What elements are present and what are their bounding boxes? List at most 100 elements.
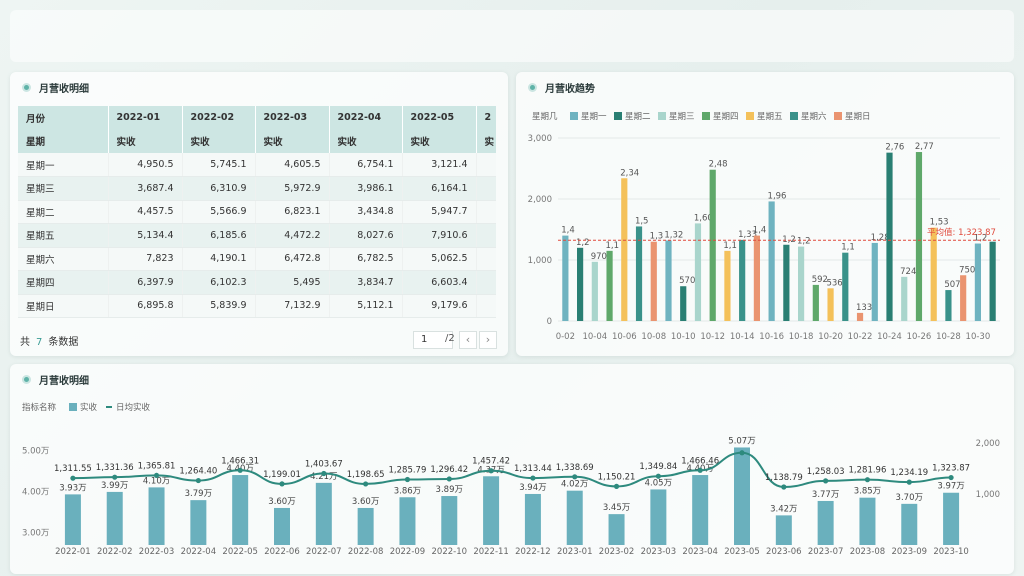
legend-item: 日均实收 bbox=[116, 402, 151, 413]
bar-value-label: 1,28 bbox=[871, 233, 890, 243]
table-row[interactable]: 星期二 4,457.5 5,566.9 6,823.1 3,434.8 5,947.7 bbox=[18, 200, 496, 224]
y-left-tick-label: 3.00万 bbox=[22, 529, 49, 539]
bar-value-label: 1,33 bbox=[738, 230, 757, 240]
legend-title: 星期几 bbox=[532, 112, 558, 122]
bar-value-label: 724 bbox=[900, 267, 916, 277]
column-header-metric[interactable]: 实 bbox=[476, 129, 496, 153]
next-page-button[interactable]: › bbox=[479, 331, 497, 349]
table-row[interactable]: 星期四 6,397.9 6,102.3 5,495 3,834.7 6,603.4 bbox=[18, 270, 496, 295]
line-point bbox=[906, 479, 912, 485]
column-header-month[interactable]: 2022-05 bbox=[402, 106, 477, 130]
bar-value-label: 1,3 bbox=[650, 232, 664, 242]
table-row[interactable]: 星期三 3,687.4 6,310.9 5,972.9 3,986.1 6,164.1 bbox=[18, 176, 496, 201]
y-right-tick-label: 2,000 bbox=[976, 439, 1000, 449]
line-value-label: 1,338.69 bbox=[556, 463, 594, 473]
column-header-metric[interactable]: 星期 bbox=[18, 129, 109, 153]
y-left-tick-label: 5.00万 bbox=[22, 446, 49, 456]
line-point bbox=[112, 474, 118, 480]
line-point bbox=[70, 475, 76, 481]
value-cell: 6,102.3 bbox=[182, 270, 256, 295]
y-tick-label: 1,000 bbox=[528, 256, 552, 266]
bar bbox=[274, 507, 290, 545]
daily-avg-line bbox=[72, 451, 952, 488]
value-cell bbox=[476, 223, 496, 248]
line-value-label: 1,349.84 bbox=[639, 462, 677, 472]
legend-item: 星期一 bbox=[581, 112, 607, 122]
record-count: 7 bbox=[36, 337, 43, 348]
column-header-metric[interactable]: 实收 bbox=[255, 129, 330, 153]
line-value-label: 1,311.55 bbox=[54, 464, 92, 474]
value-cell bbox=[476, 294, 496, 318]
line-value-label: 1,285.79 bbox=[389, 465, 427, 475]
bar bbox=[315, 482, 332, 545]
table-row[interactable]: 星期一 4,950.5 5,745.1 4,605.5 6,754.1 3,121.4 bbox=[18, 153, 496, 177]
x-tick-label: 10-24 bbox=[877, 332, 902, 342]
table-panel-title-text: 月营收明细 bbox=[39, 84, 89, 95]
column-header-metric[interactable]: 实收 bbox=[108, 129, 183, 153]
column-header-month[interactable]: 2022-02 bbox=[182, 106, 256, 130]
column-header-month[interactable]: 2 bbox=[476, 106, 496, 130]
x-tick-label: 10-20 bbox=[818, 332, 843, 342]
bar bbox=[827, 288, 834, 321]
bar bbox=[960, 275, 967, 321]
bar bbox=[524, 493, 541, 545]
x-tick-label: 2022-03 bbox=[139, 547, 175, 557]
legend-swatch bbox=[69, 403, 77, 411]
line-value-label: 1,138.79 bbox=[765, 473, 803, 483]
x-tick-label: 2022-10 bbox=[432, 547, 468, 557]
line-value-label: 1,313.44 bbox=[514, 464, 552, 474]
bar bbox=[650, 489, 667, 545]
bullet-dot-icon bbox=[528, 83, 537, 92]
page-number-input[interactable]: 1 bbox=[413, 331, 453, 349]
column-header-metric[interactable]: 实收 bbox=[402, 129, 477, 153]
bar-value-label: 536 bbox=[826, 278, 842, 288]
bar bbox=[357, 507, 374, 545]
value-cell bbox=[476, 176, 496, 201]
bar bbox=[812, 284, 819, 321]
column-header-month[interactable]: 2022-01 bbox=[108, 106, 183, 130]
line-value-label: 1,264.40 bbox=[179, 467, 217, 477]
bar bbox=[886, 152, 893, 321]
bar-value-label: 3.45万 bbox=[603, 503, 630, 513]
line-point bbox=[279, 481, 285, 487]
bar bbox=[945, 290, 952, 321]
line-point bbox=[195, 477, 201, 484]
bar-value-label: 3.99万 bbox=[101, 481, 128, 491]
value-cell bbox=[476, 200, 496, 224]
row-label-cell: 星期一 bbox=[18, 153, 109, 177]
chevron-left-icon: ‹ bbox=[465, 333, 471, 346]
column-header-metric[interactable]: 实收 bbox=[329, 129, 403, 153]
x-tick-label: 0-02 bbox=[556, 332, 575, 342]
table-row[interactable]: 星期日 6,895.8 5,839.9 7,132.9 5,112.1 9,179.6 bbox=[18, 294, 496, 318]
column-header-month[interactable]: 2022-03 bbox=[255, 106, 330, 130]
column-header-month[interactable]: 2022-04 bbox=[329, 106, 403, 130]
bottom-panel: 月营收明细 指标名称 实收 日均实收 5.00万 4.00万 3.00万 2,000 1,00… bbox=[10, 364, 1014, 574]
value-cell bbox=[476, 247, 496, 271]
data-table-wrapper[interactable]: 月份 2022-01 2022-02 2022-03 2022-04 2022-05 2 星期… bbox=[18, 106, 496, 318]
row-label-cell: 星期日 bbox=[18, 294, 109, 318]
legend-swatch bbox=[614, 112, 622, 120]
line-value-label: 1,234.19 bbox=[890, 468, 928, 478]
bar bbox=[232, 475, 249, 545]
bullet-dot-icon bbox=[22, 83, 31, 92]
bar bbox=[856, 312, 864, 321]
footer-prefix: 共 bbox=[20, 337, 30, 348]
value-cell: 9,179.6 bbox=[402, 294, 477, 318]
bar-value-label: 1,53 bbox=[930, 218, 949, 228]
bar-value-label: 3.70万 bbox=[896, 493, 923, 503]
bar bbox=[148, 487, 165, 545]
column-header-metric[interactable]: 实收 bbox=[182, 129, 256, 153]
value-cell: 6,754.1 bbox=[329, 153, 403, 177]
bar-value-label: 1,2 bbox=[576, 238, 590, 248]
x-tick-label: 10-06 bbox=[612, 332, 637, 342]
bar bbox=[734, 447, 750, 545]
x-tick-label: 2023-06 bbox=[766, 547, 802, 557]
prev-page-button[interactable]: ‹ bbox=[459, 331, 477, 349]
table-row[interactable]: 星期六 7,823 4,190.1 6,472.8 6,782.5 5,062.5 bbox=[18, 247, 496, 271]
legend-swatch bbox=[658, 112, 666, 120]
column-header-month[interactable]: 月份 bbox=[18, 106, 109, 130]
bar-value-label: 2,48 bbox=[709, 160, 728, 170]
bullet-dot-icon bbox=[22, 375, 31, 384]
value-cell: 6,895.8 bbox=[108, 294, 183, 318]
table-row[interactable]: 星期五 5,134.4 6,185.6 4,472.2 8,027.6 7,910.6 bbox=[18, 223, 496, 248]
